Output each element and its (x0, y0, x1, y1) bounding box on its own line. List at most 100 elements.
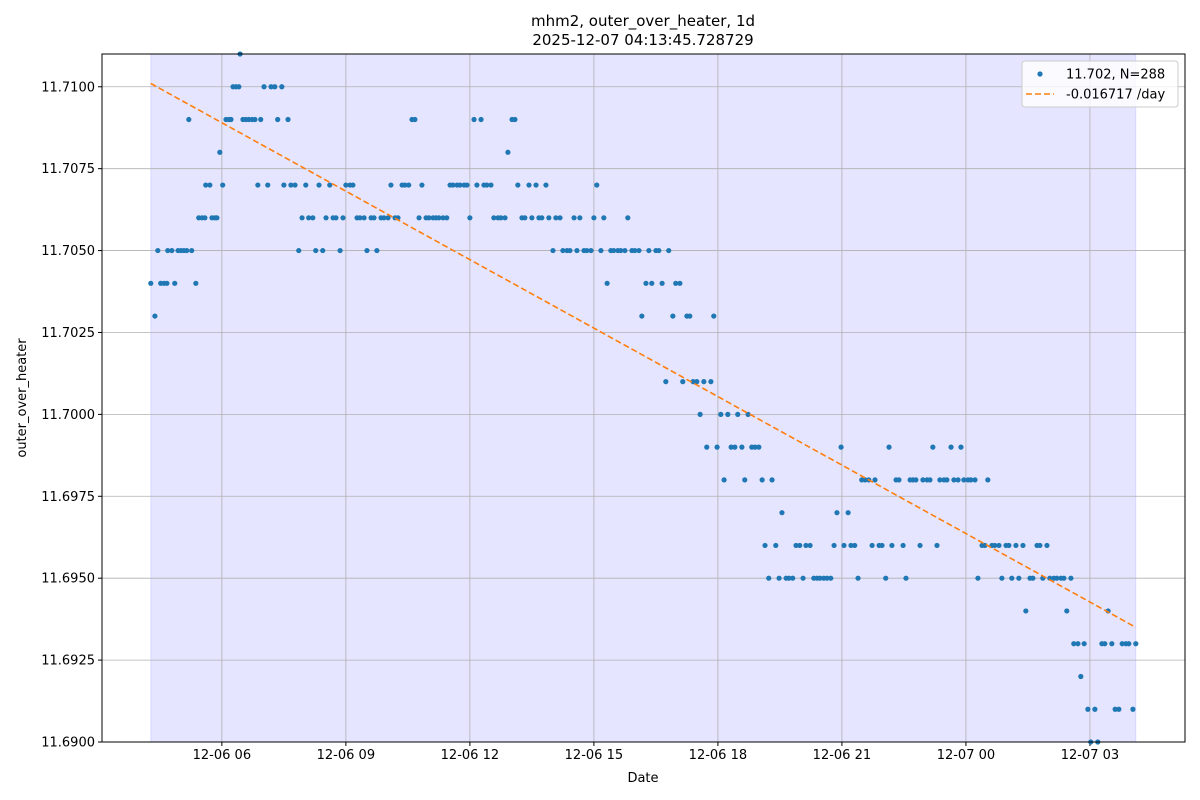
data-point (327, 182, 333, 188)
data-point (457, 182, 463, 188)
data-point (985, 477, 991, 483)
x-tick-label: 12-06 15 (565, 748, 623, 763)
data-point (611, 247, 617, 254)
data-point (917, 542, 923, 549)
data-point (502, 215, 508, 221)
data-point (281, 182, 287, 188)
data-point (1075, 641, 1081, 647)
data-point (930, 444, 936, 450)
data-point (1009, 575, 1015, 581)
data-point (381, 215, 387, 221)
y-tick-label: 11.6900 (41, 736, 95, 751)
data-point (900, 542, 906, 549)
data-point (1030, 575, 1036, 581)
data-point (419, 182, 425, 188)
data-point (886, 444, 892, 450)
data-point (725, 411, 731, 417)
data-point (735, 411, 741, 417)
data-point (1016, 575, 1022, 581)
data-point (803, 542, 809, 549)
data-point (920, 477, 926, 483)
data-point (484, 182, 490, 188)
data-point (1020, 542, 1026, 549)
data-point (1119, 641, 1125, 647)
data-point (444, 215, 450, 221)
data-point (543, 182, 549, 188)
data-point (155, 247, 161, 254)
data-point (402, 182, 408, 188)
data-point (659, 280, 665, 286)
data-point (252, 116, 258, 123)
data-point (258, 116, 264, 123)
data-point (323, 215, 329, 221)
data-point (529, 215, 535, 221)
data-point (951, 477, 957, 483)
data-point (292, 182, 298, 188)
data-point (526, 182, 532, 188)
x-tick-label: 12-07 00 (937, 748, 995, 763)
data-point (604, 280, 610, 286)
data-point (1092, 706, 1098, 712)
data-point (152, 313, 158, 319)
data-point (872, 477, 878, 483)
data-point (1071, 641, 1077, 647)
data-point (958, 444, 964, 450)
data-point (769, 477, 775, 483)
y-tick-label: 11.6950 (41, 572, 95, 587)
data-point (357, 215, 363, 221)
data-point (968, 477, 974, 483)
data-point (824, 575, 830, 581)
data-point (896, 477, 902, 483)
data-point (560, 247, 566, 254)
data-point (639, 313, 645, 319)
data-point (491, 215, 497, 221)
data-point (879, 542, 885, 549)
data-point (1037, 542, 1043, 549)
data-point (1126, 641, 1132, 647)
y-axis-label: outer_over_heater (15, 338, 30, 458)
data-point (193, 280, 199, 286)
data-point (467, 215, 473, 221)
data-point (790, 575, 796, 581)
data-point (320, 247, 326, 254)
data-point (189, 247, 195, 254)
data-point (236, 84, 242, 90)
x-axis-label: Date (627, 771, 658, 786)
data-point (704, 444, 710, 450)
data-point (591, 215, 597, 221)
legend-box (1021, 60, 1179, 108)
data-point (515, 182, 521, 188)
data-point (636, 247, 642, 254)
data-point (852, 542, 858, 549)
data-point (807, 542, 813, 549)
data-point (1006, 542, 1012, 549)
data-point (800, 575, 806, 581)
x-tick-label: 12-06 06 (193, 748, 251, 763)
data-point (680, 379, 686, 385)
data-point (313, 247, 319, 254)
data-point (584, 247, 590, 254)
data-point (845, 510, 851, 516)
data-point (1013, 542, 1019, 549)
data-point (601, 215, 607, 221)
data-point (766, 575, 772, 581)
data-point (948, 444, 954, 450)
data-point (1085, 706, 1091, 712)
data-point (728, 444, 734, 450)
data-point (272, 84, 278, 90)
data-point (711, 313, 717, 319)
data-point (371, 215, 377, 221)
data-point (1102, 641, 1108, 647)
data-point (793, 542, 799, 549)
data-point (673, 280, 679, 286)
data-point (361, 215, 367, 221)
data-point (184, 247, 190, 254)
data-point (972, 477, 978, 483)
data-point (670, 313, 676, 319)
data-point (571, 215, 577, 221)
data-point (546, 215, 552, 221)
data-point (955, 477, 961, 483)
data-point (961, 477, 967, 483)
data-point (1133, 641, 1139, 647)
legend-marker (1037, 71, 1043, 77)
